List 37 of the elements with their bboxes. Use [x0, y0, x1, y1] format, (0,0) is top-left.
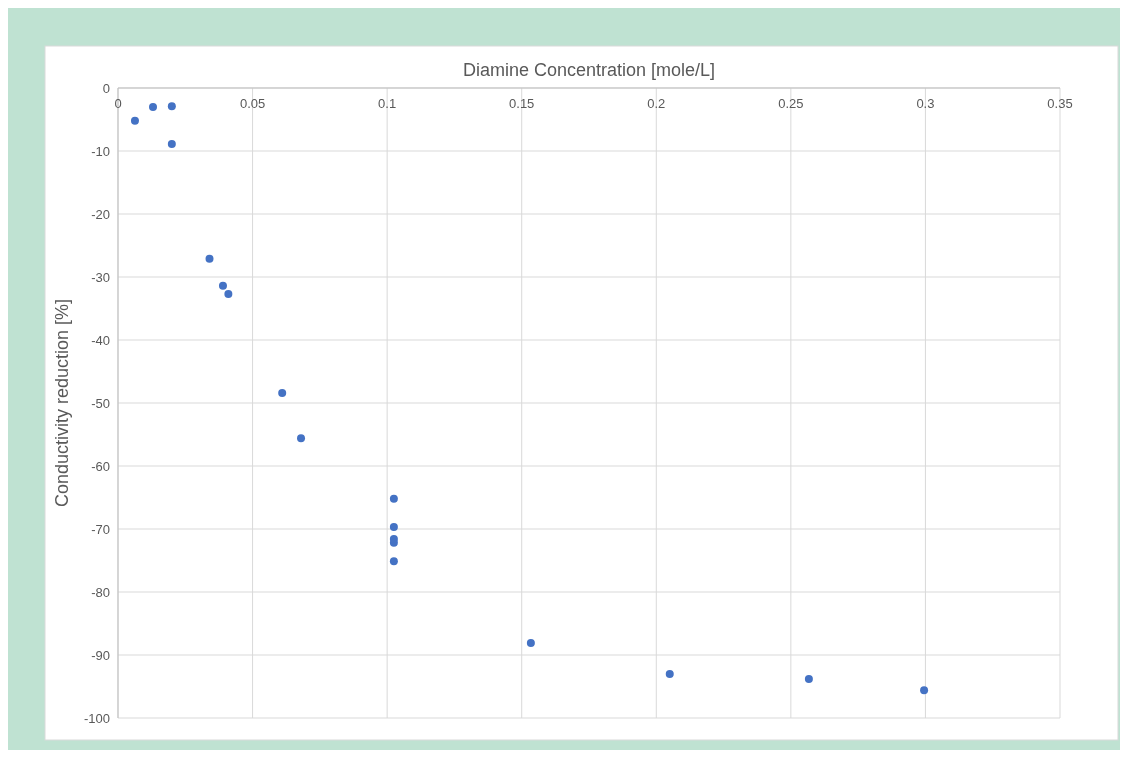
y-tick-label: -60 — [91, 459, 110, 474]
point — [148, 102, 157, 111]
y-tick-label: -20 — [91, 207, 110, 222]
y-tick-label: -30 — [91, 270, 110, 285]
y-tick-label: -10 — [91, 144, 110, 159]
y-axis-title: Conductivity reduction [%] — [52, 298, 72, 508]
x-tick-label: 0.3 — [916, 96, 935, 111]
point — [389, 494, 398, 503]
point — [167, 102, 176, 111]
y-tick-label: -90 — [91, 648, 110, 663]
y-tick-label: -50 — [91, 396, 110, 411]
point — [804, 674, 813, 683]
x-axis-title: Diamine Concentration [mole/L] — [462, 60, 716, 80]
x-tick-label: 0.2 — [647, 96, 666, 111]
point — [205, 254, 214, 263]
point — [389, 523, 398, 532]
point — [297, 434, 306, 443]
point — [278, 388, 287, 397]
x-tick-label: 0.1 — [378, 96, 397, 111]
y-tick-label: -70 — [91, 522, 110, 537]
point — [665, 669, 674, 678]
x-tick-label: 0.35 — [1047, 96, 1073, 111]
x-tick-label: 0 — [114, 96, 122, 111]
y-tick-label: -40 — [91, 333, 110, 348]
x-tick-label: 0.05 — [239, 96, 266, 111]
x-tick-label: 0.15 — [509, 96, 535, 111]
point — [130, 116, 139, 125]
point — [224, 290, 233, 299]
point — [167, 140, 176, 149]
point — [526, 639, 535, 648]
x-tick-label: 0.25 — [778, 96, 804, 111]
point — [920, 686, 929, 695]
point — [389, 557, 398, 566]
y-tick-label: -100 — [83, 711, 110, 726]
y-tick-label: -80 — [91, 585, 110, 600]
y-tick-label: 0 — [102, 81, 110, 96]
point — [218, 281, 227, 290]
